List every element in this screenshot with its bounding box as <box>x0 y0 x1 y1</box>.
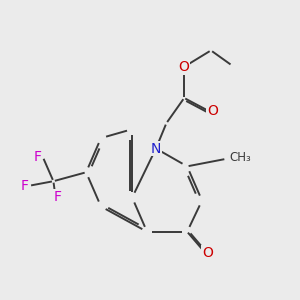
Text: F: F <box>34 150 41 164</box>
Text: O: O <box>202 245 213 260</box>
Text: O: O <box>207 104 218 118</box>
Text: F: F <box>54 190 62 204</box>
Text: CH₃: CH₃ <box>230 151 251 164</box>
Text: O: O <box>178 60 189 74</box>
Text: F: F <box>20 179 28 193</box>
Text: N: N <box>151 142 161 155</box>
